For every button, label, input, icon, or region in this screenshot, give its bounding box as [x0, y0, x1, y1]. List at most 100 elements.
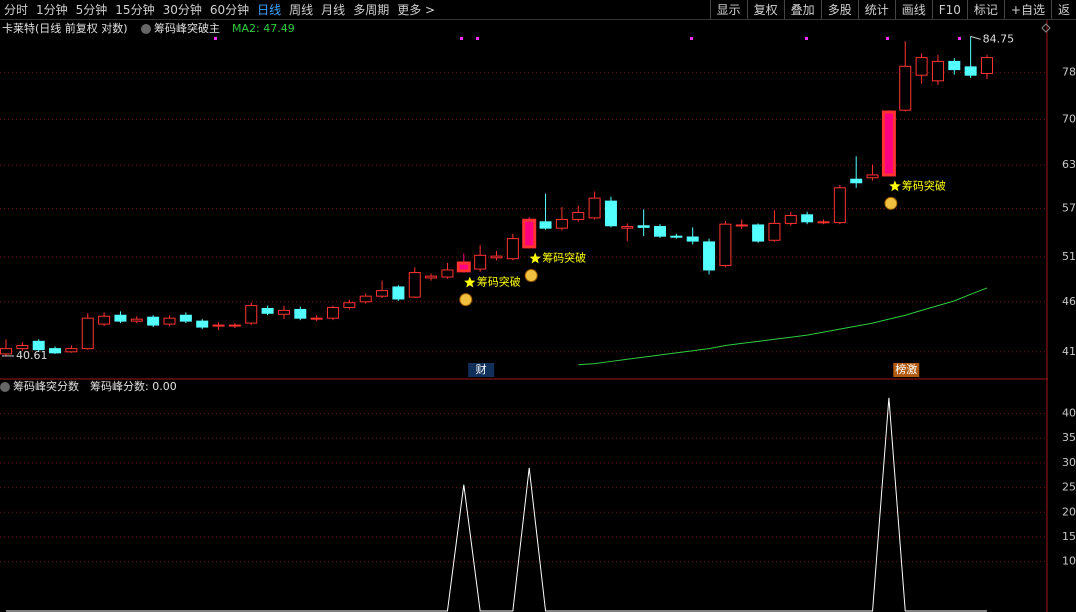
candle-body [833, 187, 846, 224]
candle-body [506, 238, 519, 260]
candle-body [931, 60, 944, 82]
candle-body [621, 226, 634, 229]
tool-button[interactable]: 画线 [894, 0, 932, 19]
candle-body [981, 57, 993, 75]
max-pointer [970, 35, 981, 40]
tool-button[interactable]: 复权 [746, 0, 784, 19]
signal-star [889, 180, 901, 192]
event-tag-bg [893, 363, 920, 377]
signal-label: 筹码突破 [542, 251, 586, 265]
y-tick-label: 41 [1062, 345, 1076, 358]
y-tick-label: 40 [1062, 407, 1076, 420]
sub-value: 筹码峰分数: 0.00 [90, 379, 177, 393]
candle-body [670, 235, 683, 238]
money-bag-icon [524, 269, 538, 283]
candle-body [555, 218, 568, 229]
candle-body [490, 255, 503, 259]
candle-body [245, 305, 258, 324]
signal-dot [886, 37, 889, 40]
period-tab[interactable]: 多周期 [353, 3, 390, 17]
period-tab[interactable]: 5分钟 [75, 3, 108, 17]
candle-body [637, 225, 650, 228]
candle-body [16, 344, 29, 350]
candle-body [32, 340, 45, 351]
period-tab[interactable]: 1分钟 [36, 3, 68, 17]
candle-body [327, 307, 339, 319]
event-tag: 榜激 [895, 362, 917, 376]
candle-body [81, 317, 94, 350]
tool-button[interactable]: +自选 [1003, 0, 1051, 19]
ma-line [578, 287, 988, 366]
candle-body [474, 254, 487, 270]
expand-icon[interactable] [1041, 23, 1051, 33]
y-tick-label: 15 [1062, 530, 1076, 543]
candle-body [817, 221, 830, 224]
y-tick-label: 30 [1062, 456, 1076, 469]
candle-body [196, 320, 209, 328]
candle-body [425, 275, 438, 279]
indicator-name: 筹码峰突破主 [154, 21, 220, 35]
candle-body [179, 314, 192, 322]
candle-body [654, 226, 666, 237]
candle-body [310, 317, 323, 320]
period-tab[interactable]: 60分钟 [209, 3, 250, 17]
candle-body [572, 211, 585, 220]
candle-body [163, 317, 176, 325]
candle-body [0, 348, 12, 355]
signal-dot [805, 37, 808, 40]
y-tick-label: 35 [1062, 431, 1076, 444]
signal-label: 筹码突破 [477, 275, 521, 289]
money-bag-icon [459, 293, 473, 307]
signal-dot [214, 37, 217, 40]
period-tab[interactable]: 月线 [321, 3, 346, 17]
candle-body [98, 315, 111, 325]
candle-body [343, 302, 356, 309]
candle-body [703, 241, 716, 271]
y-tick-label: 51 [1062, 250, 1076, 263]
period-tabs: 分时 1分钟 5分钟 15分钟 30分钟 60分钟 日线 周线 月线 多周期 更多 > [0, 0, 710, 19]
period-tab[interactable]: 分时 [4, 3, 29, 17]
min-label: 40.61 [16, 349, 48, 362]
candle-body [915, 57, 928, 76]
signal-label: 筹码突破 [902, 178, 946, 192]
period-tab[interactable]: 30分钟 [162, 3, 202, 17]
tool-button[interactable]: 多股 [820, 0, 858, 19]
signal-dot [476, 37, 479, 40]
menu-icon[interactable] [0, 382, 10, 392]
candle-body [130, 318, 143, 322]
signal-dot [690, 37, 693, 40]
candle-body [735, 224, 748, 227]
tool-button[interactable]: 显示 [709, 0, 747, 19]
candle-body [850, 178, 863, 184]
tool-button[interactable]: 叠加 [783, 0, 821, 19]
tool-button[interactable]: 标记 [966, 0, 1004, 19]
candle-body [964, 66, 977, 76]
candle-body [719, 223, 732, 267]
candle-body [539, 221, 552, 229]
candle-body [359, 295, 372, 303]
candle-body [261, 307, 274, 314]
candle-body [392, 286, 405, 300]
y-tick-label: 63 [1062, 158, 1076, 171]
period-tab[interactable]: 15分钟 [115, 3, 155, 17]
y-tick-label: 46 [1062, 295, 1076, 308]
candle-body [948, 60, 961, 71]
event-tag: 财 [476, 362, 487, 376]
period-tab[interactable]: 日线 [257, 3, 282, 17]
tool-button[interactable]: F10 [931, 0, 967, 19]
candle-body [294, 308, 307, 319]
candle-body [456, 261, 471, 273]
candle-body [866, 174, 879, 179]
y-tick-label: 57 [1062, 202, 1076, 215]
signal-dots [214, 37, 961, 40]
tool-button[interactable]: 统计 [857, 0, 895, 19]
tool-button[interactable]: 返 [1050, 0, 1076, 19]
candle-body [604, 200, 617, 227]
period-tab[interactable]: 周线 [289, 3, 314, 17]
period-tab[interactable]: 更多 > [397, 3, 436, 17]
candle-body [49, 348, 62, 354]
candle-body [881, 110, 896, 177]
y-tick-label: 20 [1062, 505, 1076, 518]
menu-icon[interactable] [141, 24, 151, 34]
